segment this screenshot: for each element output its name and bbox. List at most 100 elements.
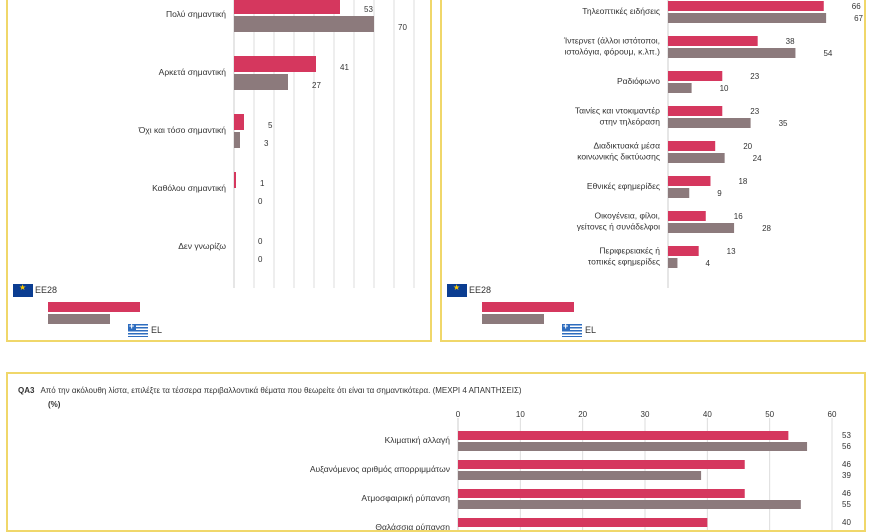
greek-flag-icon	[128, 321, 148, 337]
bar-el	[668, 48, 796, 58]
bar-eu28	[668, 176, 711, 186]
data-label: 46	[842, 460, 851, 469]
data-label: 38	[786, 37, 795, 46]
data-label: 53	[842, 431, 851, 440]
x-tick-label: 60	[828, 410, 837, 419]
bar-eu28	[234, 0, 340, 14]
x-tick-label: 20	[578, 410, 587, 419]
eu-flag-icon	[13, 283, 33, 297]
bar-eu28	[458, 431, 789, 440]
data-label: 39	[842, 471, 851, 480]
question-unit: (%)	[48, 400, 61, 409]
category-label: Αρκετά σημαντική	[159, 67, 227, 77]
bar-el	[668, 223, 735, 233]
data-label: 67	[854, 14, 863, 23]
bar-el	[458, 471, 702, 480]
data-label: 13	[727, 247, 736, 256]
category-label: Πολύ σημαντική	[166, 9, 226, 19]
data-label: 56	[842, 442, 851, 451]
bar-el	[668, 153, 725, 163]
data-label: 0	[258, 197, 263, 206]
data-label: 66	[852, 2, 861, 11]
legend-eu-bar	[482, 302, 574, 312]
category-label: Ίντερνετ (άλλοι ιστότοποι, ιστολόγια, φόρ…	[563, 36, 660, 57]
legend-el-label: EL	[585, 325, 597, 335]
data-label: 20	[743, 142, 752, 151]
bar-el	[668, 258, 678, 268]
x-tick-label: 40	[703, 410, 712, 419]
legend-el-bar	[482, 314, 544, 324]
category-label: Κλιματική αλλαγή	[385, 435, 451, 445]
bar-eu28	[668, 71, 723, 81]
category-label: Εθνικές εφημερίδες	[587, 181, 660, 191]
bar-el	[668, 188, 690, 198]
legend-eu-bar	[48, 302, 140, 312]
chart-panel-information-sources: Τηλεοπτικές ειδήσεις 66 67 Ίντερνετ (άλλοι …	[440, 0, 866, 342]
category-label: Αυξανόμενος αριθμός απορριμμάτων	[310, 464, 450, 474]
bar-el	[234, 16, 374, 32]
data-label: 70	[398, 23, 407, 32]
data-label: 28	[762, 224, 771, 233]
category-label: Ταινίες και ντοκιμαντέρ στην τηλεόραση	[575, 106, 660, 127]
bar-eu28	[458, 489, 745, 498]
data-label: 27	[312, 81, 321, 90]
bar-el	[234, 74, 288, 90]
data-label: 5	[268, 121, 273, 130]
eu-flag-icon	[447, 283, 467, 297]
bar-eu28	[668, 211, 706, 221]
category-label: Καθόλου σημαντική	[152, 183, 226, 193]
chart-panel-qa3: QA3 Από την ακόλουθη λίστα, επιλέξτε τα τ…	[6, 372, 866, 532]
bar-el	[234, 132, 240, 148]
x-tick-label: 0	[456, 410, 461, 419]
category-label: Τηλεοπτικές ειδήσεις	[582, 6, 660, 16]
bar-el	[458, 442, 808, 451]
data-label: 4	[705, 259, 710, 268]
data-label: 0	[258, 237, 263, 246]
data-label: 55	[842, 500, 851, 509]
data-label: 24	[753, 154, 762, 163]
data-label: 3	[264, 139, 269, 148]
category-label: Όχι και τόσο σημαντική	[138, 125, 227, 135]
category-label: Θαλάσσια ρύπανση	[375, 522, 450, 532]
bar-eu28	[234, 172, 236, 188]
greek-flag-icon	[562, 321, 582, 337]
bar-el	[668, 83, 692, 93]
category-label: Ραδιόφωνο	[617, 76, 660, 86]
bar-el	[668, 13, 827, 23]
bar-el	[458, 500, 801, 509]
category-label: Ατμοσφαιρική ρύπανση	[361, 493, 450, 503]
data-label: 1	[260, 179, 265, 188]
data-label: 0	[258, 255, 263, 264]
x-tick-label: 10	[516, 410, 525, 419]
bar-eu28	[668, 1, 824, 11]
chart-panel-importance: Πολύ σημαντική 53 70 Αρκετά σημαντική 41 27 Όχ…	[6, 0, 432, 342]
legend-eu-label: EE28	[35, 285, 58, 295]
qa3-bar-chart: 0 10 20 30 40 50 60 Κλιματική αλλαγή 53 56 Αυξανόμ…	[310, 410, 851, 532]
data-label: 54	[823, 49, 832, 58]
data-label: 18	[738, 177, 747, 186]
data-label: 23	[750, 72, 759, 81]
sources-bar-chart: Τηλεοπτικές ειδήσεις 66 67 Ίντερνετ (άλλοι …	[563, 0, 864, 288]
bar-eu28	[668, 246, 699, 256]
data-label: 10	[720, 84, 729, 93]
data-label: 9	[717, 189, 722, 198]
bar-eu28	[458, 460, 745, 469]
legend-el-bar	[48, 314, 110, 324]
x-tick-label: 30	[641, 410, 650, 419]
category-label: Διαδικτυακά μέσα κοινωνικής δικτύωσης	[577, 141, 660, 162]
category-label: Οικογένεια, φίλοι, γείτονες ή συνάδελφοι	[577, 211, 660, 232]
question-title: QA3 Από την ακόλουθη λίστα, επιλέξτε τα τ…	[18, 386, 522, 395]
bar-eu28	[668, 141, 716, 151]
data-label: 16	[734, 212, 743, 221]
question-code: QA3	[18, 386, 35, 395]
bar-el	[668, 118, 751, 128]
bar-eu28	[668, 36, 758, 46]
question-text: Από την ακόλουθη λίστα, επιλέξτε τα τέσσ…	[40, 386, 522, 395]
bar-eu28	[234, 114, 244, 130]
category-label: Περιφερειακές ή τοπικές εφημερίδες	[588, 246, 660, 267]
data-label: 23	[750, 107, 759, 116]
category-label: Δεν γνωρίζω	[178, 241, 226, 251]
bar-eu28	[234, 56, 316, 72]
legend-eu-label: EE28	[469, 285, 492, 295]
